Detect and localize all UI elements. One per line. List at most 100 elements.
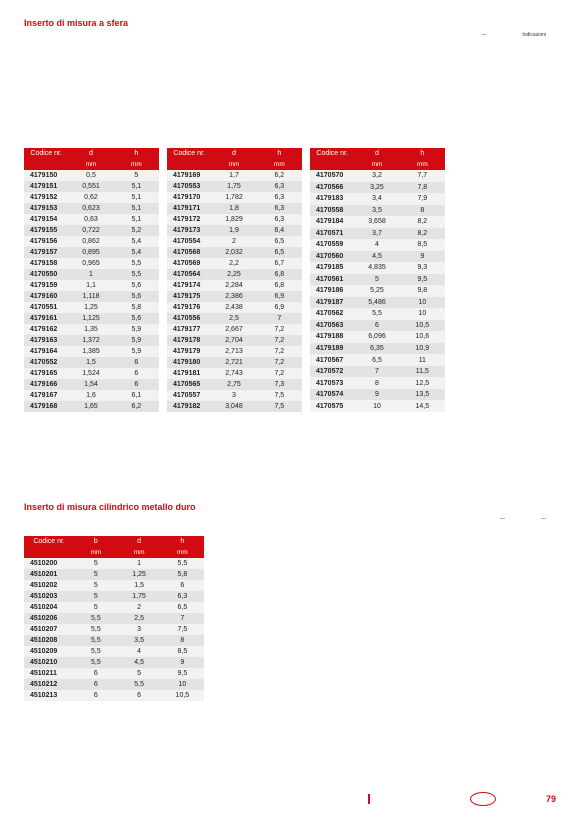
table-row: 41791591,15,6 [24,280,159,291]
table-cell: 4 [118,646,161,657]
table-row: 41791500,55 [24,170,159,181]
table-cell: 9 [354,389,399,401]
table-row: 41791823,0487,5 [167,401,302,412]
table-cell: 4179189 [310,343,354,355]
table-cell: 5,5 [74,635,117,646]
table-cell: 4179152 [24,192,68,203]
table-cell: 2,386 [211,291,256,302]
th-d: d [118,536,161,547]
table-cell: 4179156 [24,236,68,247]
table-row: 417055426,5 [167,236,302,247]
table-group-1: Codice nr. d h mm mm 41791500,5541791510… [24,148,556,412]
table-cell: 10 [161,679,204,690]
table-row: 41791772,6677,2 [167,324,302,335]
table-row: 41791802,7217,2 [167,357,302,368]
table-cell: 5 [114,170,159,181]
table-cell: 4510212 [24,679,74,690]
table-cell: 5,5 [114,258,159,269]
table-row: 45102095,548,5 [24,646,204,657]
th-d: d [68,148,113,159]
table-cell: 4179162 [24,324,68,335]
table-cell: 6 [74,679,117,690]
table-cell: 3,4 [354,193,399,205]
table-row: 45102065,52,57 [24,613,204,624]
table-cell: 2,032 [211,247,256,258]
table-cell: 2,75 [211,379,256,390]
table-cell: 5,6 [114,313,159,324]
table-cell: 6 [118,690,161,701]
table-cell: 4510211 [24,668,74,679]
page-number: 79 [546,794,556,804]
table-cell: 4179160 [24,291,68,302]
table-row: 41791691,76,2 [167,170,302,181]
table-cell: 5,9 [114,335,159,346]
table-cell: 5,5 [354,308,399,320]
table-cell: 4179153 [24,203,68,214]
table-row: 41791550,7225,2 [24,225,159,236]
footer-bar-icon [368,794,370,804]
table-cell: 2,2 [211,258,256,269]
table-row: 41705604,59 [310,251,445,263]
table-cell: 5 [74,558,117,569]
table-row: 41705663,257,8 [310,182,445,194]
table-row: 41791681,656,2 [24,401,159,412]
table-cell: 5 [74,569,117,580]
table-cell: 5 [354,274,399,286]
table-cell: 6,7 [257,258,302,269]
table-cell: 9,3 [400,262,445,274]
table-row: 451021265,510 [24,679,204,690]
table-cell: 5,5 [74,624,117,635]
table-cell: 4179154 [24,214,68,225]
table-row: 41705531,756,3 [167,181,302,192]
table-cell: 7,2 [257,324,302,335]
table-cell: 4179172 [167,214,211,225]
table-cell: 4179164 [24,346,68,357]
th-sub0 [24,159,68,170]
table-cell: 5,4 [114,247,159,258]
table-cell: 3,5 [354,205,399,217]
table-row: 41791701,7826,3 [167,192,302,203]
table-cell: 4170566 [310,182,354,194]
table-cell: 0,63 [68,214,113,225]
table-cell: 4170551 [24,302,68,313]
table-cell: 6,2 [257,170,302,181]
table-cell: 1,65 [68,401,113,412]
table-cell: 11,5 [400,366,445,378]
table-cell: 8,5 [161,646,204,657]
table-cell: 1,25 [118,569,161,580]
table-cell: 4179176 [167,302,211,313]
table-cell: 6 [161,580,204,591]
table-cell: 4510207 [24,624,74,635]
th-code: Codice nr. [167,148,211,159]
table-cell: 2,5 [118,613,161,624]
table-cell: 4170568 [167,247,211,258]
th-sub2: mm [257,159,302,170]
table-row: 41791896,3510,9 [310,343,445,355]
th-sub1: mm [211,159,256,170]
table-cell: 6 [74,690,117,701]
table-row: 41705642,256,8 [167,269,302,280]
table-cell: 4179168 [24,401,68,412]
table-cell: 0,722 [68,225,113,236]
table-cell: 9,5 [400,274,445,286]
page-footer: 79 [368,792,556,806]
table-cell: 0,895 [68,247,113,258]
table-row: 41791510,5515,1 [24,181,159,192]
table-d: Codice nr. b d h mm mm mm 4510200515,545… [24,536,204,701]
table-cell: 8 [354,377,399,389]
table-cell: 1,75 [118,591,161,602]
th-sub2: mm [114,159,159,170]
table-cell: 10,5 [400,320,445,332]
table-cell: 10 [400,297,445,309]
table-cell: 6 [114,368,159,379]
table-cell: 4179159 [24,280,68,291]
section2-title: Inserto di misura cilindrico metallo dur… [24,502,556,512]
table-cell: 3 [118,624,161,635]
table-cell: 7,2 [257,346,302,357]
table-row: 41791812,7437,2 [167,368,302,379]
table-cell: 13,5 [400,389,445,401]
table-cell: 4510200 [24,558,74,569]
table-cell: 5,6 [114,291,159,302]
table-cell: 3,048 [211,401,256,412]
table-row: 41705625,510 [310,308,445,320]
